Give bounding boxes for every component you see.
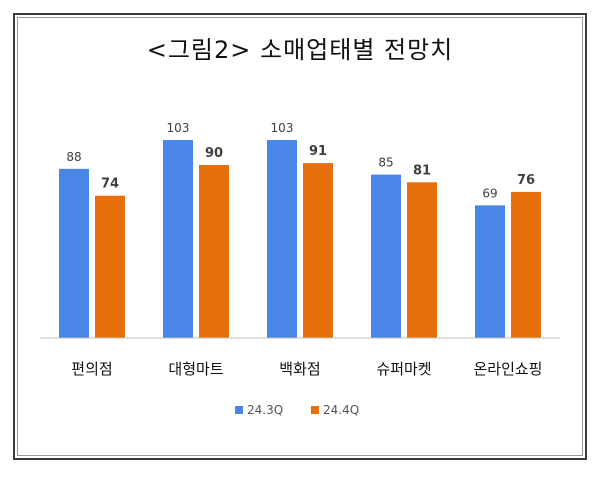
data-label-24.4Q-대형마트: 90	[205, 146, 223, 161]
category-label-편의점: 편의점	[71, 360, 112, 378]
bar-24.3Q-온라인쇼핑	[475, 205, 505, 338]
data-label-24.3Q-온라인쇼핑: 69	[482, 186, 497, 200]
legend-label-24.3Q: 24.3Q	[247, 403, 283, 417]
category-label-슈퍼마켓: 슈퍼마켓	[376, 360, 431, 378]
data-label-24.3Q-백화점: 103	[271, 121, 294, 135]
data-label-24.3Q-편의점: 88	[66, 150, 81, 164]
data-label-24.4Q-슈퍼마켓: 81	[413, 163, 431, 178]
bar-24.4Q-백화점	[303, 163, 333, 338]
legend-swatch-24.4Q	[311, 406, 319, 414]
bar-24.4Q-슈퍼마켓	[407, 182, 437, 338]
chart-frame-inner	[17, 17, 583, 456]
chart-title: <그림2> 소매업태별 전망치	[146, 36, 454, 64]
data-label-24.3Q-대형마트: 103	[167, 121, 190, 135]
bar-24.3Q-대형마트	[163, 140, 193, 338]
data-label-24.4Q-편의점: 74	[101, 177, 119, 192]
data-label-24.4Q-온라인쇼핑: 76	[517, 173, 535, 188]
category-label-백화점: 백화점	[279, 360, 320, 378]
category-label-대형마트: 대형마트	[168, 360, 223, 378]
data-label-24.4Q-백화점: 91	[309, 144, 327, 159]
data-label-24.3Q-슈퍼마켓: 85	[378, 156, 393, 170]
bar-24.4Q-편의점	[95, 195, 125, 338]
bar-24.3Q-백화점	[267, 140, 297, 338]
category-label-온라인쇼핑: 온라인쇼핑	[473, 360, 542, 378]
bar-24.4Q-대형마트	[199, 164, 229, 338]
legend-label-24.4Q: 24.4Q	[323, 403, 359, 417]
bar-24.4Q-온라인쇼핑	[511, 191, 541, 338]
legend-swatch-24.3Q	[235, 406, 243, 414]
bar-24.3Q-편의점	[59, 168, 89, 338]
bar-24.3Q-슈퍼마켓	[371, 174, 401, 338]
